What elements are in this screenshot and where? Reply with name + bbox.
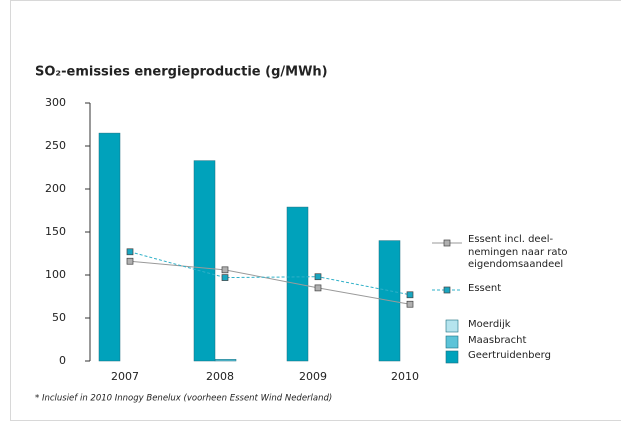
x-tick-label: 2008 — [206, 370, 234, 383]
line-marker — [221, 274, 229, 281]
footnote: * Inclusief in 2010 Innogy Benelux (voor… — [35, 394, 332, 404]
line-marker — [406, 300, 414, 308]
x-tick-label: 2010 — [391, 370, 419, 383]
chart-title: SO₂-emissies energieproductie (g/MWh) — [35, 65, 328, 80]
line-marker — [126, 248, 134, 256]
legend-swatch — [445, 335, 459, 349]
line — [129, 260, 411, 305]
legend-marker — [443, 286, 451, 294]
legend-label: Essent — [468, 283, 502, 294]
line-marker — [221, 266, 229, 274]
bar — [193, 160, 216, 362]
legend-swatch — [445, 350, 459, 364]
line-marker — [126, 257, 134, 265]
y-tick-label: 100 — [45, 268, 66, 281]
x-tick-label: 2009 — [299, 370, 327, 383]
y-tick-label: 0 — [59, 354, 66, 367]
y-tick-label: 300 — [45, 96, 66, 109]
legend-marker — [443, 239, 451, 247]
y-tick-label: 250 — [45, 139, 66, 152]
legend-label: Geertruidenberg — [468, 350, 551, 361]
line — [129, 251, 411, 296]
bar — [214, 359, 237, 362]
legend-label: Maasbracht — [468, 335, 527, 346]
line-marker — [314, 284, 322, 292]
legend-label: Moerdijk — [468, 319, 511, 330]
x-tick-label: 2007 — [111, 370, 139, 383]
line-marker — [406, 291, 414, 299]
y-tick-label: 50 — [52, 311, 66, 324]
bar — [98, 132, 121, 362]
line-marker — [314, 273, 322, 281]
y-tick-label: 150 — [45, 225, 66, 238]
y-tick-label: 200 — [45, 182, 66, 195]
legend-label: Essent incl. deel- nemingen naar rato ei… — [468, 234, 568, 270]
legend-swatch — [445, 319, 459, 333]
